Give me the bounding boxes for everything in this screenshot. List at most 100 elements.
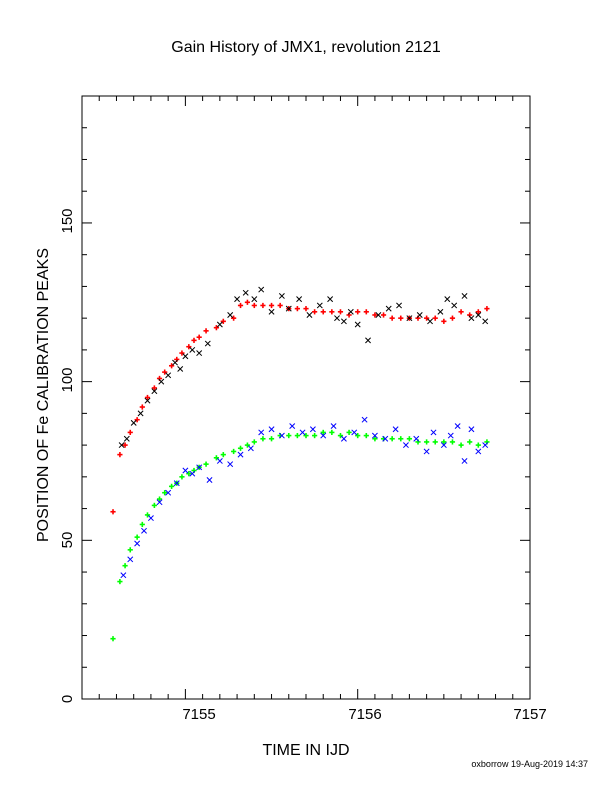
data-point [351,429,358,436]
data-point [117,452,123,458]
data-point [441,318,447,324]
data-point [237,302,244,309]
data-point [130,419,137,426]
data-point [177,365,184,372]
data-point [303,306,309,312]
data-point [231,315,237,321]
data-point [444,296,451,303]
data-point [268,308,275,315]
data-point [260,302,266,309]
data-point [182,467,189,474]
data-point [468,315,475,322]
data-point [461,458,468,464]
data-point [172,359,178,366]
data-point [213,455,219,461]
data-point [475,442,481,448]
y-tick-label-0: 0 [59,695,76,703]
data-point [165,372,172,379]
data-point [110,636,116,642]
data-point [144,397,151,404]
data-point [139,521,145,528]
data-point [299,429,306,436]
data-point [375,312,382,318]
data-point [346,429,352,436]
data-point [189,470,196,477]
data-point [234,296,241,303]
data-point [467,439,473,445]
data-point [440,442,447,449]
data-point [165,489,172,496]
data-point [134,540,141,547]
data-point [296,296,303,303]
data-point [196,350,203,357]
data-point [151,385,157,391]
data-point [432,315,438,321]
data-point [220,452,226,458]
data-point [354,321,361,328]
data-point [179,350,185,356]
data-point [482,318,489,325]
data-point [337,432,344,439]
data-point [162,369,168,375]
data-point [206,477,213,483]
data-point [402,442,409,449]
data-point [340,318,347,325]
chart-title: Gain History of JMX1, revolution 2121 [171,39,441,56]
data-point [398,315,404,321]
data-point [137,410,144,417]
data-point [468,426,475,433]
data-point [120,572,127,579]
data-point [451,302,458,309]
data-point [430,429,437,436]
data-point [475,448,482,455]
data-point [482,442,489,449]
data-point [355,309,361,315]
data-point [258,286,265,293]
data-point [327,296,334,303]
data-point [134,417,140,423]
series-0 [110,299,490,515]
data-point [413,435,420,442]
data-point [458,442,464,448]
data-point [204,340,211,347]
data-point [424,315,430,321]
data-point [437,308,444,315]
data-point [182,353,189,360]
data-point [268,426,275,433]
data-point [306,312,313,318]
data-point [251,439,257,445]
data-point [382,435,389,442]
y-tick-label-100: 100 [59,367,76,392]
data-point [365,337,371,344]
data-point [110,509,116,515]
data-point [169,363,175,369]
data-point [441,439,447,445]
data-point [237,451,244,458]
footer-credit: oxborrow 19-Aug-2019 14:37 [471,759,588,769]
data-point [316,302,323,309]
data-point [227,461,234,468]
data-point [334,315,340,322]
data-point [186,471,192,477]
data-point [447,432,454,439]
data-point [268,302,275,309]
data-point [309,426,316,433]
data-point [461,292,468,299]
data-point [363,432,369,439]
axis-ticks [82,95,531,700]
data-point [191,337,197,343]
data-point [312,309,318,315]
series-1 [118,286,489,449]
data-point [449,315,456,321]
data-point [260,436,266,442]
data-point [475,309,481,315]
data-point [122,442,128,448]
data-point [330,423,337,430]
data-point [416,312,423,318]
data-point [203,461,209,467]
data-point [151,502,157,509]
data-point [134,534,140,540]
data-point [196,334,202,340]
data-point [189,346,196,353]
